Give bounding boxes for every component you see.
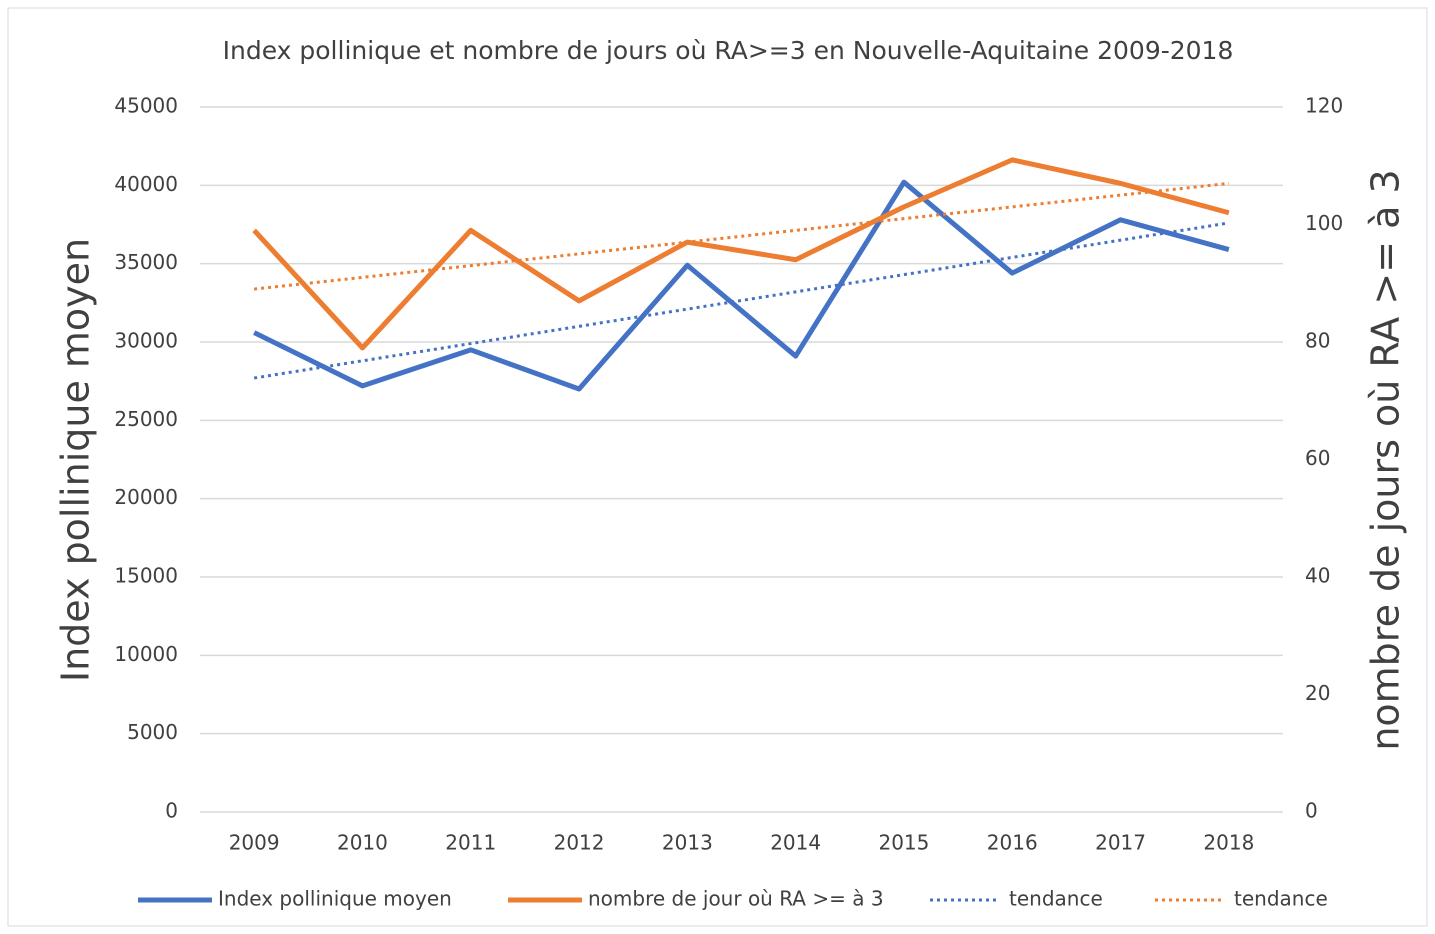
y2-tick-label: 60 <box>1305 446 1330 470</box>
legend-label: tendance <box>1009 887 1103 911</box>
y-tick-label: 40000 <box>114 172 178 196</box>
x-tick-label: 2012 <box>554 831 605 855</box>
y2-tick-label: 20 <box>1305 681 1330 705</box>
y-tick-label: 20000 <box>114 485 178 509</box>
y-axis-title: Index pollinique moyen <box>54 238 98 682</box>
chart-frame <box>7 7 1428 927</box>
y2-tick-label: 40 <box>1305 564 1330 588</box>
y-tick-label: 35000 <box>114 250 178 274</box>
y-tick-label: 0 <box>165 799 178 823</box>
y2-tick-label: 100 <box>1305 211 1343 235</box>
series-line <box>253 179 1230 392</box>
y2-tick-label: 80 <box>1305 329 1330 353</box>
legend-label: tendance <box>1234 887 1328 911</box>
legend-label: nombre de jour où RA >= à 3 <box>588 887 884 911</box>
y-tick-label: 10000 <box>114 642 178 666</box>
x-tick-label: 2014 <box>770 831 821 855</box>
x-tick-label: 2017 <box>1095 831 1146 855</box>
x-tick-label: 2016 <box>987 831 1038 855</box>
x-tick-label: 2018 <box>1203 831 1254 855</box>
legend-label: Index pollinique moyen <box>218 887 452 911</box>
y-tick-label: 30000 <box>114 329 178 353</box>
x-tick-label: 2009 <box>229 831 280 855</box>
trend-line <box>253 181 1230 291</box>
y-tick-label: 45000 <box>114 94 178 118</box>
x-tick-label: 2011 <box>445 831 496 855</box>
y2-tick-label: 120 <box>1305 94 1343 118</box>
y2-axis-title: nombre de jours où RA >= à 3 <box>1364 169 1408 750</box>
y-tick-label: 25000 <box>114 407 178 431</box>
chart-title: Index pollinique et nombre de jours où R… <box>223 36 1234 65</box>
x-tick-label: 2013 <box>662 831 713 855</box>
y-tick-label: 5000 <box>127 720 178 744</box>
x-tick-label: 2015 <box>878 831 929 855</box>
x-tick-label: 2010 <box>337 831 388 855</box>
y2-tick-label: 0 <box>1305 799 1318 823</box>
series-line <box>252 157 1230 351</box>
y-tick-label: 15000 <box>114 564 178 588</box>
